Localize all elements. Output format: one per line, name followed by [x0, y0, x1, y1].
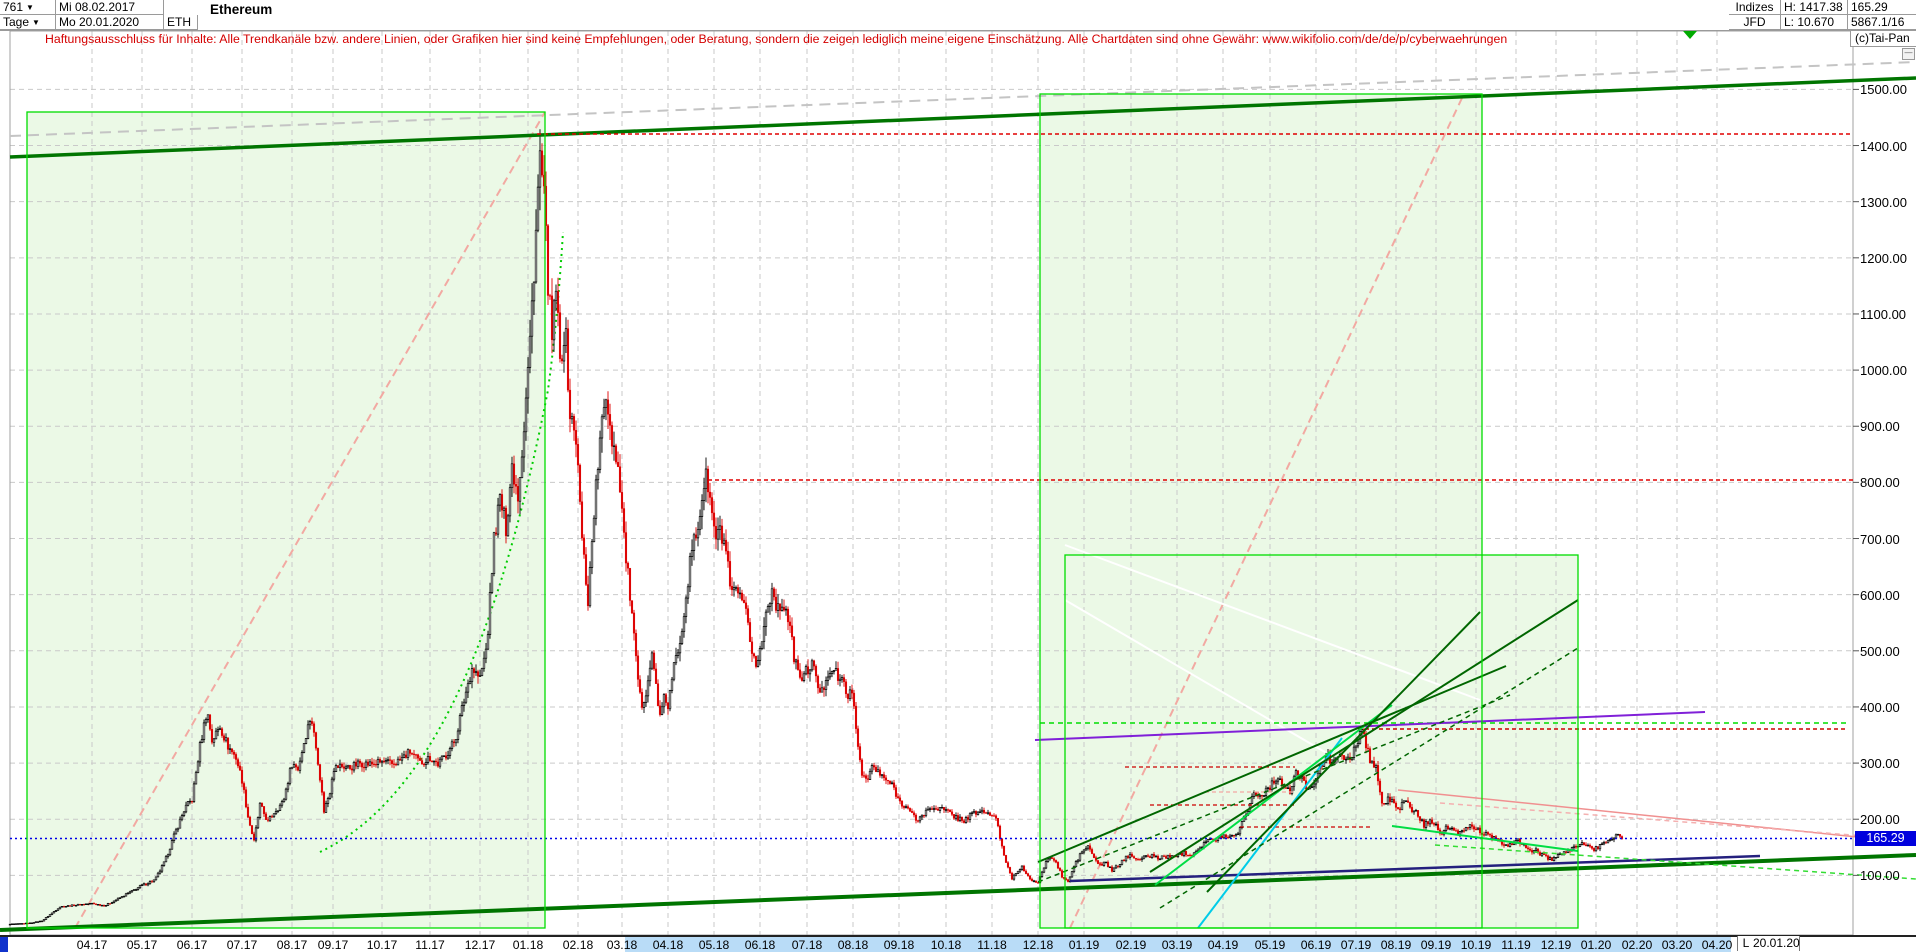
salmon-downtrend-2[interactable]	[1439, 802, 1916, 841]
period-count-dropdown[interactable]: 761 ▼	[0, 0, 56, 15]
x-axis-label: 04.19	[1207, 938, 1239, 952]
trend-channel-2017-border[interactable]	[26, 111, 546, 929]
date-from[interactable]: Mi 08.02.2017	[56, 0, 164, 15]
x-axis-label: 04.17	[76, 938, 108, 952]
chevron-down-icon[interactable]: ▼	[26, 3, 34, 12]
x-axis-label: 01.18	[512, 938, 544, 952]
copyright-label: (c)Tai-Pan	[1850, 31, 1916, 47]
scroll-position-marker-icon[interactable]	[1683, 31, 1697, 39]
page-title: Ethereum	[210, 2, 273, 17]
broker-label: JFD	[1729, 15, 1781, 30]
header-divider	[0, 30, 1916, 31]
y-axis-label: 1100.00	[1860, 306, 1907, 322]
y-axis-label: 700.00	[1860, 531, 1900, 547]
x-axis-label: 11.19	[1501, 938, 1531, 952]
x-axis-label: 10.17	[366, 938, 398, 952]
cyan-trend[interactable]	[1197, 737, 1343, 929]
x-axis-label: 11.18	[977, 938, 1007, 952]
volume-value: 5867.1/16	[1848, 15, 1916, 30]
x-axis-label: 02.19	[1115, 938, 1147, 952]
collapse-panel-button[interactable]: —	[1902, 48, 1915, 60]
x-axis-label: 05.18	[698, 938, 730, 952]
master-channel-top[interactable]	[9, 76, 1916, 159]
x-axis-label: 12.19	[1540, 938, 1572, 952]
x-axis-label: 10.19	[1460, 938, 1492, 952]
y-axis-label: 1300.00	[1860, 194, 1907, 210]
fan-green-dash-1[interactable]	[1037, 694, 1511, 883]
x-axis-label: 08.17	[276, 938, 308, 952]
period-unit-dropdown[interactable]: Tage ▼	[0, 15, 56, 30]
x-axis-label: 08.19	[1380, 938, 1412, 952]
x-axis-label: 02.18	[562, 938, 594, 952]
x-axis-label: 11.17	[415, 938, 445, 952]
parabolic-support-2017[interactable]	[319, 231, 564, 853]
x-axis-label: 01.20	[1580, 938, 1612, 952]
fan-green-2[interactable]	[1149, 599, 1579, 873]
symbol-code: ETH	[164, 15, 198, 30]
x-axis-label: 04.20	[1701, 938, 1733, 952]
period-low: L: 10.670	[1781, 15, 1848, 30]
x-axis-label: 10.18	[930, 938, 962, 952]
x-axis-label: 07.17	[226, 938, 258, 952]
x-axis-label: 12.18	[1022, 938, 1054, 952]
y-axis-label: 1400.00	[1860, 138, 1907, 154]
candles-down	[22, 143, 1624, 925]
x-axis-label: 06.18	[744, 938, 776, 952]
x-axis-label: 03.19	[1161, 938, 1193, 952]
x-axis-label: 09.17	[317, 938, 349, 952]
salmon-downtrend-1[interactable]	[1397, 789, 1916, 844]
x-axis-label: 09.19	[1420, 938, 1452, 952]
exchange-label: Indizes	[1729, 0, 1781, 15]
y-axis-label: 400.00	[1860, 699, 1900, 715]
silver-channel-dashed[interactable]	[9, 61, 1916, 137]
date-to[interactable]: Mo 20.01.2020	[56, 15, 164, 30]
period-high: H: 1417.38	[1781, 0, 1848, 15]
x-axis-label: 03.20	[1661, 938, 1693, 952]
chevron-down-icon[interactable]: ▼	[32, 18, 40, 27]
x-axis-label: 07.19	[1340, 938, 1372, 952]
x-axis-label: 04.18	[652, 938, 684, 952]
x-axis-label: 06.19	[1300, 938, 1332, 952]
x-axis-label: 09.18	[883, 938, 915, 952]
white-line-2[interactable]	[1064, 544, 1481, 701]
y-axis-label: 100.00	[1860, 868, 1900, 884]
master-channel-bottom[interactable]	[0, 853, 1916, 932]
fan-green-3[interactable]	[1206, 611, 1481, 893]
trend-channel-2017[interactable]	[27, 112, 545, 928]
y-axis-label: 1500.00	[1860, 82, 1907, 98]
x-axis-label: 02.20	[1621, 938, 1653, 952]
x-axis-label: 07.18	[791, 938, 823, 952]
salmon-diag-box1[interactable]	[74, 111, 546, 929]
x-axis-label: 12.17	[464, 938, 496, 952]
fan-green-1[interactable]	[1037, 665, 1507, 863]
trend-channel-2019-wide-border[interactable]	[1064, 554, 1579, 929]
x-axis-left-marker	[0, 937, 8, 952]
last-bar-date: 20.01.20	[1753, 936, 1800, 951]
x-axis-label: 05.17	[126, 938, 158, 952]
disclaimer-text: Haftungsausschluss für Inhalte: Alle Tre…	[45, 32, 1508, 46]
bright-green-desc[interactable]	[1391, 825, 1579, 852]
x-axis-label: 03.18	[606, 938, 638, 952]
y-axis-label: 500.00	[1860, 643, 1900, 659]
x-axis-label: 01.19	[1068, 938, 1100, 952]
x-axis-selection-highlight	[625, 937, 1731, 952]
y-axis-label: 900.00	[1860, 419, 1900, 435]
bright-green-rise[interactable]	[1154, 704, 1393, 886]
x-axis-label: 08.18	[837, 938, 869, 952]
x-axis-label: 06.17	[176, 938, 208, 952]
candles-up	[8, 129, 1620, 926]
y-axis-label: 200.00	[1860, 812, 1900, 828]
current-price-badge: 165.29	[1855, 831, 1916, 847]
y-axis-label: 1000.00	[1860, 363, 1907, 379]
y-axis-label: 800.00	[1860, 475, 1900, 491]
fan-green-dash-2[interactable]	[1159, 647, 1579, 909]
last-price: 165.29	[1848, 0, 1916, 15]
y-axis-label: 600.00	[1860, 587, 1900, 603]
y-axis-label: 300.00	[1860, 756, 1900, 772]
y-axis-label: 1200.00	[1860, 250, 1907, 266]
salmon-diag-box2[interactable]	[1069, 97, 1463, 929]
x-axis-label: 05.19	[1254, 938, 1286, 952]
